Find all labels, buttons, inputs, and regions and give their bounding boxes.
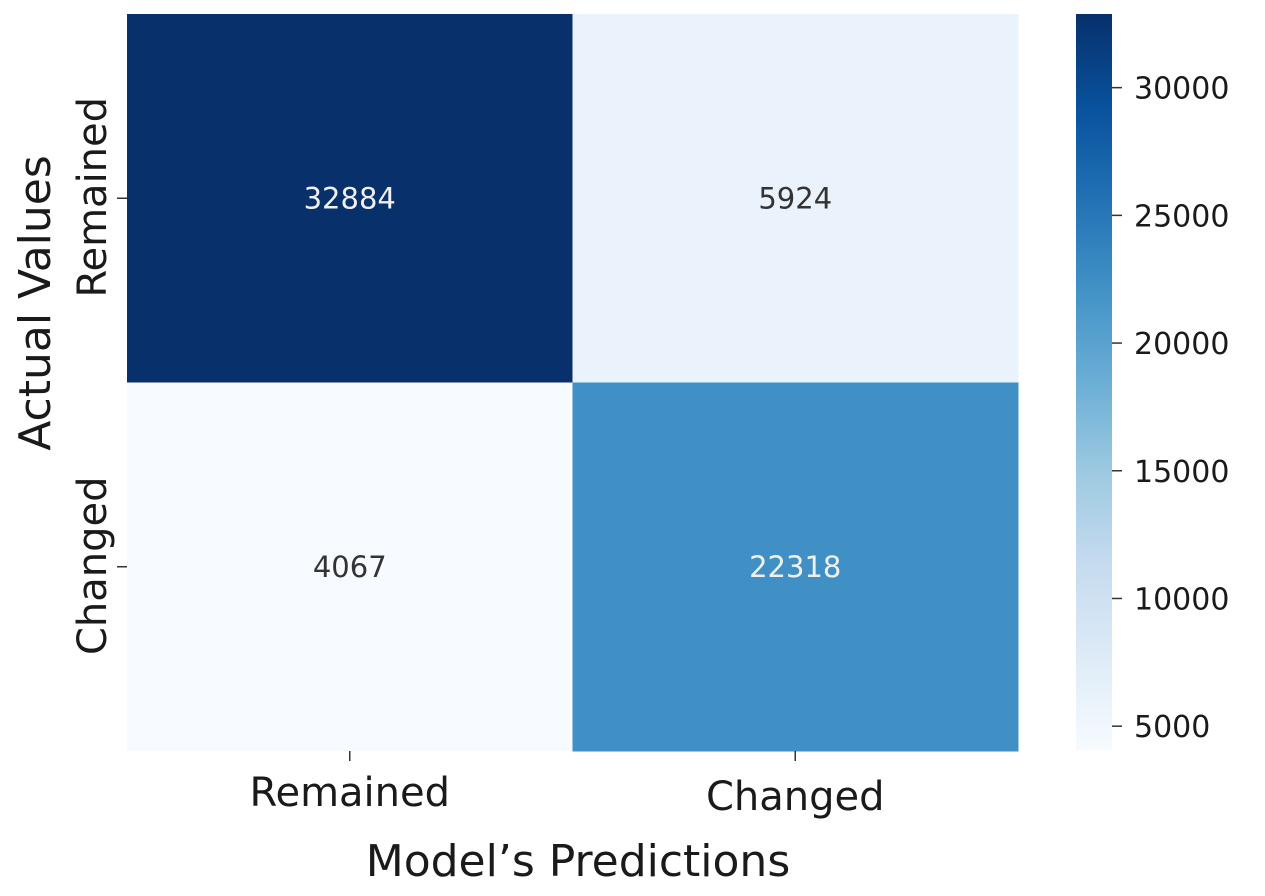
cell-value-r0-c0: 32884 <box>304 181 396 215</box>
colorbar <box>1076 14 1112 750</box>
colorbar-tick-label: 25000 <box>1134 199 1229 234</box>
x-tick-label-changed: Changed <box>706 774 885 820</box>
colorbar-tick-label: 5000 <box>1134 710 1210 745</box>
cell-labels: 32884 5924 4067 22318 <box>304 181 842 584</box>
cell-value-r1-c0: 4067 <box>313 550 387 584</box>
y-tick-label-remained: Remained <box>70 97 116 298</box>
colorbar-ticks: 5000 10000 15000 20000 25000 30000 <box>1112 72 1229 745</box>
heatmap-cells <box>127 14 1019 752</box>
y-tick-label-changed: Changed <box>70 476 116 655</box>
y-axis-ticks: Remained Changed <box>70 97 127 655</box>
colorbar-tick-label: 30000 <box>1134 72 1229 107</box>
heatmap-cell-r1-c0 <box>127 382 573 752</box>
colorbar-tick-label: 15000 <box>1134 455 1229 490</box>
heatmap-cell-r1-c1 <box>572 382 1019 752</box>
colorbar-tick-label: 10000 <box>1134 582 1229 617</box>
x-tick-label-remained: Remained <box>249 770 450 816</box>
heatmap-cell-r0-c0 <box>127 14 573 383</box>
colorbar-tick-label: 20000 <box>1134 327 1229 362</box>
heatmap-cell-r0-c1 <box>572 14 1019 383</box>
y-axis-title: Actual Values <box>10 155 61 451</box>
x-axis-ticks: Remained Changed <box>249 751 885 820</box>
cell-value-r0-c1: 5924 <box>758 181 832 215</box>
x-axis-title: Model’s Predictions <box>366 836 791 887</box>
cell-value-r1-c1: 22318 <box>749 550 841 584</box>
